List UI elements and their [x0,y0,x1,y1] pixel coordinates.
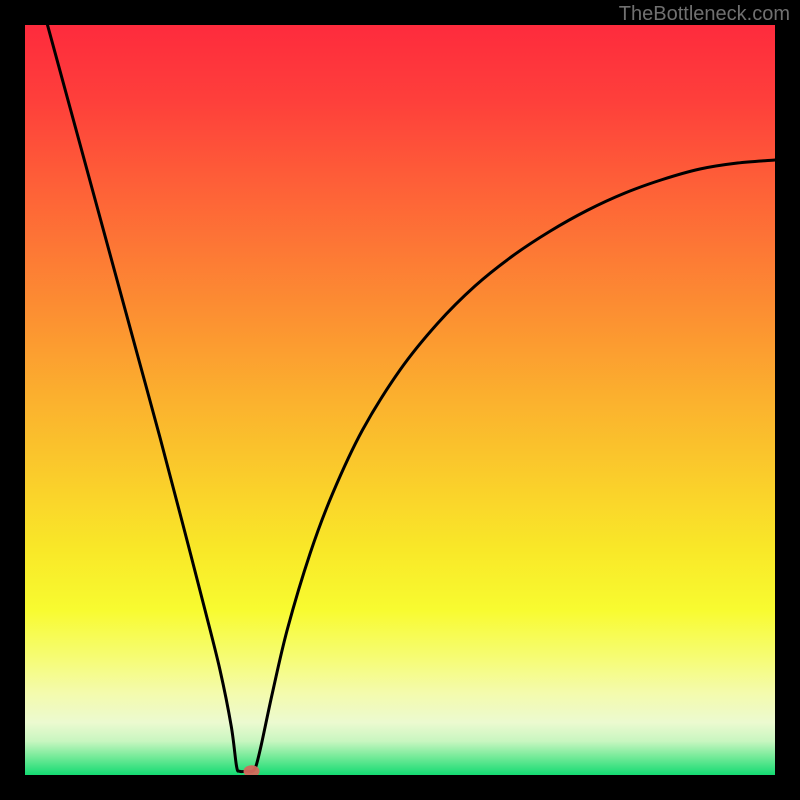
bottleneck-chart-container: TheBottleneck.com [0,0,800,800]
watermark-text: TheBottleneck.com [619,3,790,25]
bottleneck-chart: TheBottleneck.com [0,0,800,800]
chart-background-gradient [25,25,775,775]
